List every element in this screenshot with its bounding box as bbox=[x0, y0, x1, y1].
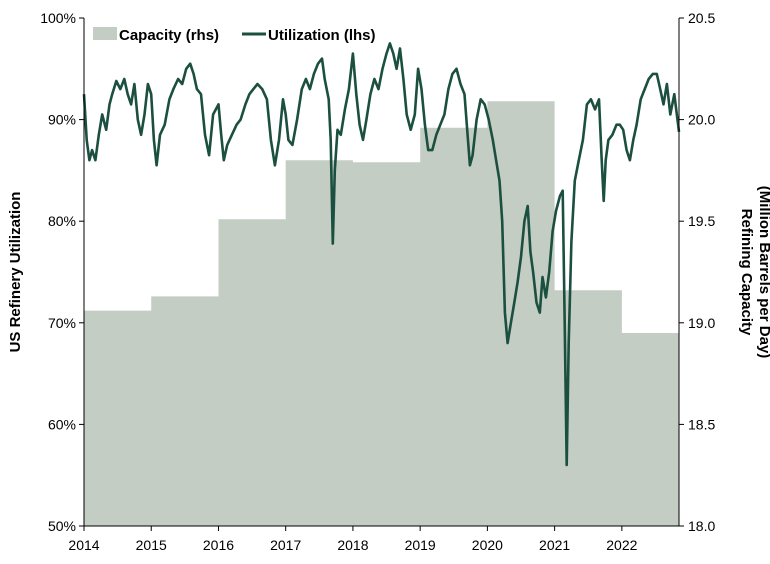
x-tick-label: 2020 bbox=[472, 537, 503, 553]
y-right-tick-label: 18.0 bbox=[688, 518, 715, 534]
legend: Capacity (rhs) Utilization (lhs) bbox=[93, 27, 376, 44]
y-left-tick-label: 70% bbox=[48, 315, 76, 331]
x-tick-label: 2014 bbox=[68, 537, 99, 553]
y-left-tick-label: 90% bbox=[48, 112, 76, 128]
y-left-tick-label: 50% bbox=[48, 518, 76, 534]
y-left-tick-label: 100% bbox=[40, 10, 76, 26]
y-axis-left-title: US Refinery Utilization bbox=[7, 192, 24, 353]
x-tick-label: 2019 bbox=[405, 537, 436, 553]
capacity-area bbox=[84, 101, 679, 527]
x-tick-label: 2022 bbox=[606, 537, 637, 553]
utilization-line bbox=[82, 42, 681, 467]
capacity-area-layer bbox=[84, 101, 679, 527]
y-axis-right-title-line2: (Million Barrels per Day) bbox=[756, 186, 770, 359]
x-tick-label: 2016 bbox=[203, 537, 234, 553]
y-axis-right-title-line1: Refining Capacity bbox=[738, 209, 755, 336]
y-left-tick-label: 60% bbox=[48, 416, 76, 432]
x-tick-label: 2018 bbox=[337, 537, 368, 553]
y-right-tick-label: 18.5 bbox=[688, 416, 715, 432]
x-tick-label: 2021 bbox=[539, 537, 570, 553]
legend-label-utilization: Utilization (lhs) bbox=[268, 27, 376, 44]
x-tick-label: 2015 bbox=[136, 537, 167, 553]
y-right-tick-label: 20.0 bbox=[688, 112, 715, 128]
y-right-tick-label: 19.5 bbox=[688, 213, 715, 229]
y-right-tick-label: 19.0 bbox=[688, 315, 715, 331]
axes-layer: 2014 2015 2016 2017 2018 2019 2020 2021 2022 50% 6… bbox=[40, 10, 715, 553]
y-left-tick-label: 80% bbox=[48, 213, 76, 229]
x-tick-label: 2017 bbox=[270, 537, 301, 553]
y-right-tick-label: 20.5 bbox=[688, 10, 715, 26]
utilization-line-layer bbox=[82, 42, 681, 467]
legend-swatch-capacity bbox=[93, 27, 117, 40]
legend-label-capacity: Capacity (rhs) bbox=[119, 27, 219, 44]
